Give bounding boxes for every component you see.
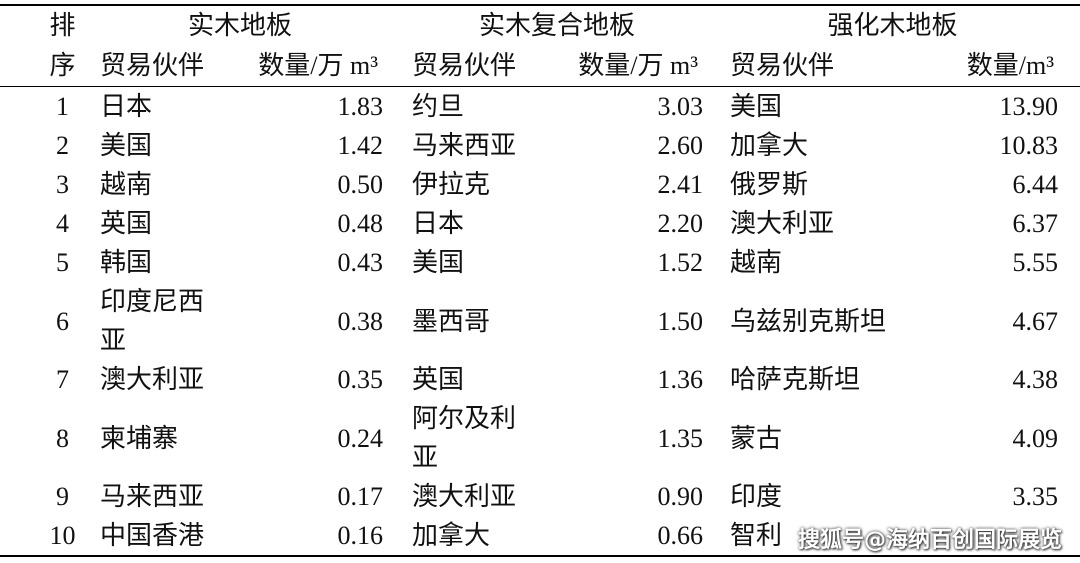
partner: 越南 bbox=[100, 170, 153, 199]
rank: 5 bbox=[56, 248, 69, 277]
rank: 10 bbox=[49, 521, 76, 550]
rank: 2 bbox=[56, 131, 69, 160]
partner: 马来西亚 bbox=[100, 482, 205, 511]
partner: 澳大利亚 bbox=[412, 482, 517, 511]
partner: 中国香港 bbox=[100, 521, 205, 550]
partner: 智利 bbox=[730, 521, 783, 550]
quantity: 0.16 bbox=[337, 521, 384, 550]
quantity: 2.41 bbox=[657, 170, 704, 199]
partner: 美国 bbox=[100, 131, 153, 160]
rank: 9 bbox=[56, 482, 69, 511]
quantity: 1.36 bbox=[657, 365, 704, 394]
table-row: 1 日本 1.83 约旦 3.03 美国 13.90 bbox=[0, 87, 1080, 127]
quantity: 2.60 bbox=[657, 131, 704, 160]
rank: 4 bbox=[56, 209, 69, 238]
quantity: 4.38 bbox=[1012, 365, 1059, 394]
partner: 英国 bbox=[412, 365, 465, 394]
table-row: 8 柬埔寨 0.24 阿尔及利亚 1.35 蒙古 4.09 bbox=[0, 399, 1080, 477]
partner: 墨西哥 bbox=[412, 306, 491, 336]
partner: 加拿大 bbox=[412, 521, 491, 550]
partner: 印度 bbox=[730, 482, 783, 511]
partner: 澳大利亚 bbox=[730, 209, 835, 238]
partner: 伊拉克 bbox=[412, 170, 491, 199]
table-row: 6 印度尼西亚 0.38 墨西哥 1.50 乌兹别克斯坦 4.67 bbox=[0, 282, 1080, 360]
quantity: 3.35 bbox=[1012, 482, 1059, 511]
quantity: 0.38 bbox=[337, 306, 384, 336]
partner: 日本 bbox=[412, 209, 465, 238]
table-row: 10 中国香港 0.16 加拿大 0.66 智利 bbox=[0, 516, 1080, 556]
header-row: 排 实木地板 实木复合地板 强化木地板 bbox=[0, 5, 1080, 46]
rank: 1 bbox=[56, 92, 69, 121]
partner: 哈萨克斯坦 bbox=[730, 365, 861, 394]
partner: 约旦 bbox=[412, 92, 465, 121]
quantity: 1.83 bbox=[337, 92, 384, 121]
table-row: 4 英国 0.48 日本 2.20 澳大利亚 6.37 bbox=[0, 204, 1080, 243]
partner: 马来西亚 bbox=[412, 131, 517, 160]
quantity: 1.35 bbox=[657, 423, 704, 453]
partner: 英国 bbox=[100, 209, 153, 238]
rank-label: 排 bbox=[49, 11, 76, 40]
quantity: 1.52 bbox=[657, 248, 704, 277]
rank: 3 bbox=[56, 170, 69, 199]
quantity: 1.42 bbox=[337, 131, 384, 160]
partner: 越南 bbox=[730, 248, 783, 277]
quantity: 13.90 bbox=[999, 92, 1059, 121]
quantity-label: 数量/m³ bbox=[895, 46, 1080, 87]
quantity: 0.43 bbox=[337, 248, 384, 277]
table-row: 7 澳大利亚 0.35 英国 1.36 哈萨克斯坦 4.38 bbox=[0, 360, 1080, 399]
partner: 柬埔寨 bbox=[100, 423, 179, 453]
quantity: 6.37 bbox=[1012, 209, 1059, 238]
partner: 韩国 bbox=[100, 248, 153, 277]
partner: 美国 bbox=[412, 248, 465, 277]
group-title: 实木复合地板 bbox=[479, 11, 636, 40]
partner: 美国 bbox=[730, 92, 783, 121]
quantity: 0.66 bbox=[657, 521, 704, 550]
rank: 8 bbox=[56, 423, 69, 453]
quantity: 5.55 bbox=[1012, 248, 1059, 277]
partner: 加拿大 bbox=[730, 131, 809, 160]
quantity: 0.50 bbox=[337, 170, 384, 199]
quantity: 10.83 bbox=[999, 131, 1059, 160]
quantity: 4.67 bbox=[1012, 306, 1059, 336]
partner-label: 贸易伙伴 bbox=[385, 46, 526, 87]
partner: 俄罗斯 bbox=[730, 170, 809, 199]
partner: 印度尼西亚 bbox=[100, 287, 205, 355]
table-row: 3 越南 0.50 伊拉克 2.41 俄罗斯 6.44 bbox=[0, 165, 1080, 204]
group-title: 实木地板 bbox=[188, 11, 293, 40]
quantity: 3.03 bbox=[657, 92, 704, 121]
partner: 阿尔及利亚 bbox=[412, 404, 517, 472]
quantity: 0.48 bbox=[337, 209, 384, 238]
table-row: 5 韩国 0.43 美国 1.52 越南 5.55 bbox=[0, 243, 1080, 282]
watermark: 搜狐号@海纳百创国际展览 bbox=[798, 528, 1063, 553]
partner: 日本 bbox=[100, 92, 153, 121]
table-row: 9 马来西亚 0.17 澳大利亚 0.90 印度 3.35 bbox=[0, 477, 1080, 516]
trade-table: 排实木地板 实木复合地板 强化木地板序贸易伙伴 数量/万 m³ 贸易伙伴 数量/万 m³ 贸… bbox=[0, 4, 1080, 557]
partner-label: 贸易伙伴 bbox=[95, 46, 215, 87]
quantity: 0.90 bbox=[657, 482, 704, 511]
partner-label: 贸易伙伴 bbox=[705, 46, 896, 87]
partner: 澳大利亚 bbox=[100, 365, 205, 394]
table-row: 2 美国 1.42 马来西亚 2.60 加拿大 10.83 bbox=[0, 126, 1080, 165]
quantity-label: 数量/万 m³ bbox=[215, 46, 386, 87]
partner: 乌兹别克斯坦 bbox=[730, 306, 887, 336]
rank-label: 序 bbox=[0, 46, 95, 87]
group-title: 强化木地板 bbox=[827, 11, 958, 40]
rank: 7 bbox=[56, 365, 69, 394]
quantity-label: 数量/万 m³ bbox=[525, 46, 706, 87]
quantity: 2.20 bbox=[657, 209, 704, 238]
quantity: 0.24 bbox=[337, 423, 384, 453]
rank: 6 bbox=[56, 306, 69, 336]
quantity: 1.50 bbox=[657, 306, 704, 336]
quantity: 4.09 bbox=[1012, 423, 1059, 453]
header-row: 序贸易伙伴 数量/万 m³ 贸易伙伴 数量/万 m³ 贸易伙伴 数量/m³ bbox=[0, 46, 1080, 87]
partner: 蒙古 bbox=[730, 423, 783, 453]
quantity: 0.35 bbox=[337, 365, 384, 394]
quantity: 0.17 bbox=[337, 482, 384, 511]
quantity: 6.44 bbox=[1012, 170, 1059, 199]
